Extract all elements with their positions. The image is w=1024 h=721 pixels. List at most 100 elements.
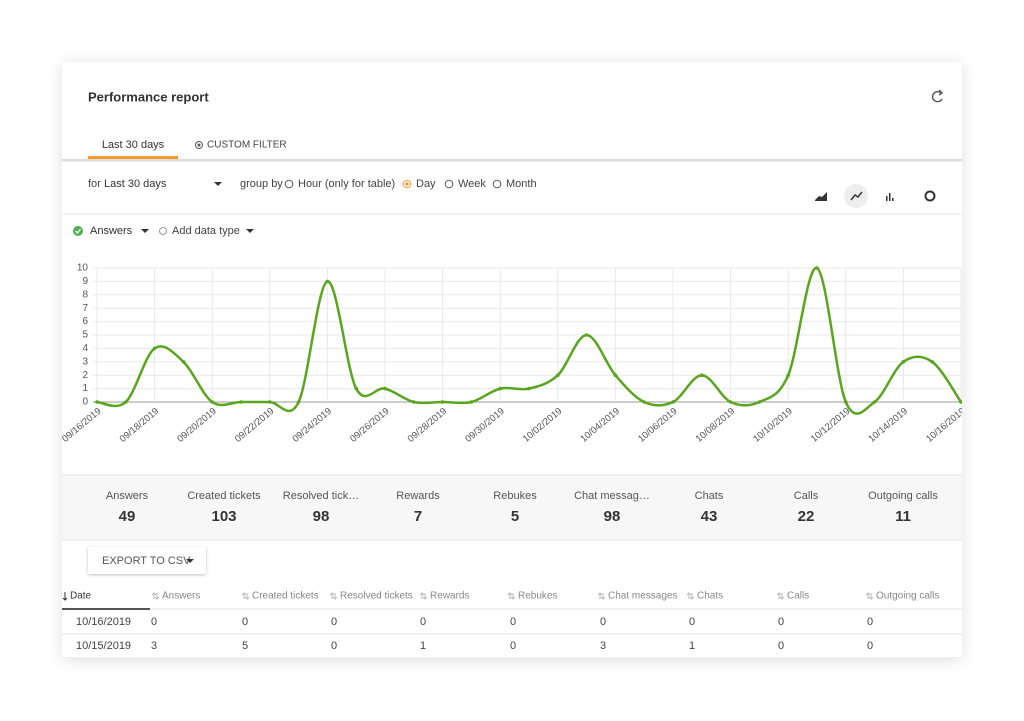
- table-cell: 0: [420, 616, 426, 628]
- legend-entry[interactable]: Answers: [90, 225, 133, 237]
- table-cell: 3: [600, 640, 606, 652]
- tab[interactable]: CUSTOM FILTER: [207, 140, 287, 151]
- radio-label[interactable]: Month: [506, 178, 537, 190]
- bar-chart-icon[interactable]: [886, 193, 894, 201]
- series-check[interactable]: [73, 226, 83, 236]
- sort-icon: [597, 592, 606, 600]
- chart-type-switch: [815, 184, 936, 208]
- point: [959, 400, 962, 404]
- summary-value: 43: [701, 508, 718, 525]
- y-tick-label: 6: [82, 316, 88, 327]
- radio-label[interactable]: Week: [458, 178, 486, 190]
- dropdown-caret[interactable]: [246, 229, 254, 233]
- column-header[interactable]: Chats: [697, 591, 723, 602]
- table-cell: 0: [510, 640, 516, 652]
- point: [584, 333, 589, 337]
- point: [239, 400, 243, 404]
- summary-label: Answers: [106, 490, 149, 502]
- y-tick-label: 7: [82, 303, 88, 314]
- summary-label: Rewards: [396, 490, 440, 502]
- tabs-divider: [62, 159, 962, 162]
- add-data-type[interactable]: Add data type: [172, 225, 240, 237]
- period-select[interactable]: Last 30 days: [104, 178, 167, 190]
- column-header[interactable]: Resolved tickets: [340, 591, 413, 602]
- point: [930, 360, 934, 364]
- tab[interactable]: Last 30 days: [102, 139, 165, 151]
- table-cell: 0: [867, 616, 873, 628]
- for-label: for: [88, 178, 101, 190]
- sort-icon: [62, 592, 68, 601]
- point: [95, 400, 99, 404]
- y-tick-label: 4: [82, 343, 88, 354]
- y-tick-label: 3: [82, 356, 88, 367]
- dropdown-caret[interactable]: [186, 559, 194, 563]
- radio[interactable]: [402, 179, 412, 189]
- summary-label: Resolved tick…: [283, 490, 359, 502]
- summary-value: 103: [211, 508, 236, 525]
- table-cell: 5: [242, 640, 248, 652]
- point: [700, 373, 704, 378]
- sort-icon: [865, 592, 874, 600]
- column-header[interactable]: Answers: [162, 591, 200, 602]
- dropdown-caret[interactable]: [141, 229, 149, 233]
- y-tick-label: 2: [82, 370, 88, 381]
- radio-icon-dot: [197, 143, 201, 147]
- table-cell: 3: [151, 640, 157, 652]
- sort-icon: [329, 592, 338, 600]
- table-cell: 1: [420, 640, 426, 652]
- table-cell: 0: [689, 616, 695, 628]
- column-header[interactable]: Chat messages: [608, 591, 677, 602]
- y-tick-label: 9: [82, 276, 88, 287]
- sort-icon: [151, 592, 160, 600]
- radio[interactable]: [284, 179, 294, 189]
- radio-icon: [195, 141, 203, 149]
- table-cell: 10/15/2019: [76, 640, 131, 652]
- point: [613, 373, 618, 378]
- column-header[interactable]: Calls: [787, 591, 809, 602]
- sort-icon: [241, 592, 250, 600]
- column-header[interactable]: Rebukes: [518, 591, 557, 602]
- sort-icon: [507, 592, 516, 600]
- y-tick-label: 0: [82, 397, 88, 408]
- radio[interactable]: [444, 179, 454, 189]
- point: [498, 386, 503, 391]
- summary-value: 7: [414, 508, 422, 525]
- summary-value: 98: [313, 508, 330, 525]
- point: [642, 400, 646, 404]
- title: Performance report: [88, 89, 209, 104]
- radio-label[interactable]: Day: [416, 178, 436, 190]
- line-chart-icon[interactable]: [850, 191, 863, 201]
- point: [354, 386, 359, 391]
- point: [268, 400, 272, 404]
- summary-value: 98: [604, 508, 621, 525]
- active-tab-indicator: [88, 156, 178, 159]
- column-header[interactable]: Created tickets: [252, 591, 319, 602]
- point: [124, 400, 128, 404]
- point: [210, 400, 214, 404]
- radio-label[interactable]: Hour (only for table): [298, 178, 395, 190]
- column-header[interactable]: Rewards: [430, 591, 469, 602]
- summary-value: 49: [119, 508, 136, 525]
- table-cell: 0: [151, 616, 157, 628]
- summary-label: Chats: [695, 490, 724, 502]
- column-header[interactable]: Date: [70, 591, 92, 602]
- point: [757, 400, 762, 404]
- point: [181, 360, 186, 364]
- column-header[interactable]: Outgoing calls: [876, 591, 939, 602]
- export-label[interactable]: EXPORT TO CSV: [102, 555, 191, 567]
- summary-value: 11: [895, 508, 911, 525]
- table-cell: 0: [867, 640, 873, 652]
- refresh-icon[interactable]: [931, 89, 944, 103]
- table-cell: 0: [331, 640, 337, 652]
- export-button[interactable]: [88, 547, 206, 574]
- point: [527, 386, 531, 391]
- radio[interactable]: [492, 179, 502, 189]
- sort-icon: [776, 592, 785, 600]
- donut-chart-icon[interactable]: [924, 190, 936, 202]
- summary-label: Calls: [794, 490, 819, 502]
- dropdown-caret[interactable]: [214, 182, 222, 186]
- point: [412, 400, 416, 404]
- y-tick-label: 10: [77, 263, 89, 274]
- area-chart-icon[interactable]: [815, 192, 827, 201]
